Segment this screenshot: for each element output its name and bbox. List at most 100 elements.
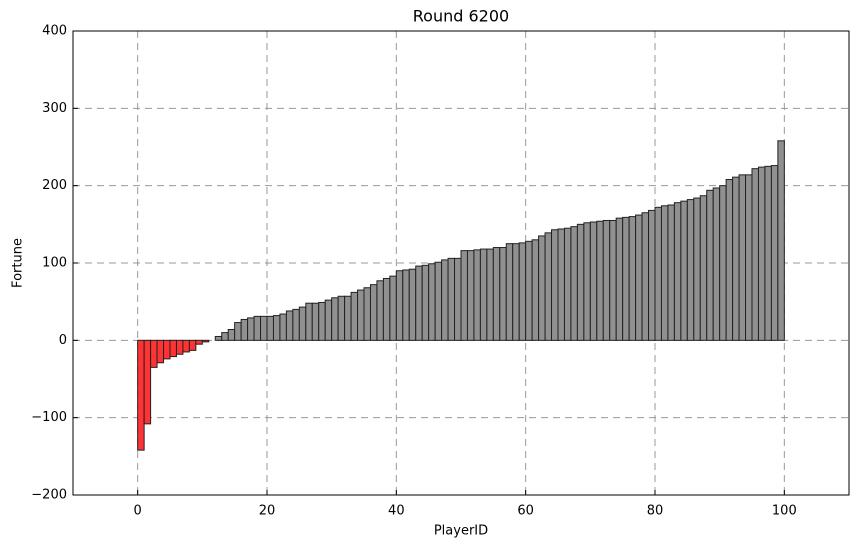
- x-tick-label: 60: [517, 504, 534, 519]
- bar: [615, 217, 624, 341]
- bar: [279, 313, 287, 341]
- bar: [169, 339, 177, 358]
- bar: [428, 263, 436, 341]
- bar: [150, 339, 158, 368]
- y-tick-label: 400: [42, 24, 67, 39]
- bar: [751, 168, 759, 341]
- bar: [693, 197, 701, 341]
- bar: [292, 308, 300, 341]
- bar: [551, 229, 559, 341]
- bar: [389, 275, 397, 341]
- x-tick-label: 0: [134, 504, 142, 519]
- bar: [706, 189, 714, 341]
- bar: [745, 174, 753, 341]
- bar: [460, 250, 468, 341]
- bar: [137, 339, 145, 451]
- bar: [712, 187, 721, 341]
- bar: [143, 339, 152, 425]
- x-tick-label: 100: [772, 504, 797, 519]
- bar: [337, 295, 346, 341]
- y-tick-label: −100: [31, 410, 67, 425]
- bar: [518, 242, 527, 341]
- bar: [175, 339, 184, 355]
- bar: [596, 220, 604, 341]
- bar: [570, 226, 578, 341]
- y-tick-label: 200: [42, 178, 67, 193]
- bar: [531, 239, 540, 341]
- bar: [576, 223, 585, 341]
- bar: [234, 322, 242, 341]
- bar: [376, 280, 384, 341]
- bar: [266, 315, 274, 341]
- x-tick-label: 80: [647, 504, 664, 519]
- bar: [609, 219, 617, 341]
- bar: [247, 317, 255, 341]
- bar: [757, 166, 766, 341]
- bar: [447, 257, 456, 341]
- bar: [454, 257, 462, 341]
- bar: [777, 140, 785, 341]
- bar: [382, 277, 391, 341]
- bar: [350, 291, 359, 341]
- bar: [402, 269, 410, 341]
- bar: [512, 243, 520, 341]
- bar: [434, 261, 443, 341]
- bar: [272, 315, 281, 341]
- bar: [622, 216, 630, 341]
- bar: [725, 178, 734, 341]
- bar: [188, 339, 197, 351]
- bar: [635, 214, 643, 341]
- bar: [641, 212, 650, 341]
- bar: [770, 165, 779, 341]
- bar: [369, 284, 378, 341]
- bar: [492, 247, 501, 341]
- bar: [285, 310, 294, 341]
- bar: [686, 199, 695, 341]
- bar: [441, 259, 449, 341]
- bar: [602, 219, 611, 341]
- bar: [298, 306, 307, 341]
- bar: [357, 289, 365, 341]
- bar: [363, 287, 371, 341]
- bar: [311, 302, 320, 341]
- bar: [544, 232, 553, 341]
- bar: [660, 205, 669, 341]
- bar: [479, 248, 488, 341]
- bar: [583, 222, 591, 341]
- bar: [201, 339, 210, 343]
- bar: [738, 174, 747, 341]
- y-tick-label: 100: [42, 256, 67, 271]
- bar: [318, 301, 326, 341]
- y-tick-label: 0: [59, 333, 67, 348]
- bar: [673, 202, 682, 341]
- chart-title: Round 6200: [413, 7, 509, 26]
- y-axis-label: Fortune: [11, 238, 26, 288]
- bar: [525, 240, 533, 341]
- bar: [182, 339, 190, 353]
- bar: [260, 315, 268, 341]
- bar: [415, 265, 423, 341]
- bar: [240, 318, 249, 341]
- bar: [195, 339, 203, 345]
- bar: [473, 249, 481, 341]
- x-tick-label: 20: [259, 504, 276, 519]
- bar: [163, 339, 171, 360]
- bar: [344, 295, 352, 341]
- x-tick-label: 40: [388, 504, 405, 519]
- bar: [563, 227, 572, 341]
- bar: [221, 332, 229, 341]
- plot-frame: [72, 30, 850, 496]
- bar: [253, 315, 262, 341]
- bar: [305, 302, 313, 341]
- bar: [648, 209, 656, 341]
- bar: [499, 247, 507, 341]
- bar: [732, 176, 740, 341]
- bar: [764, 165, 772, 341]
- bar: [408, 268, 417, 341]
- bar: [214, 335, 223, 341]
- bar: [680, 200, 688, 341]
- bar: [654, 206, 662, 341]
- y-tick-label: −200: [31, 488, 67, 503]
- bar: [505, 243, 514, 341]
